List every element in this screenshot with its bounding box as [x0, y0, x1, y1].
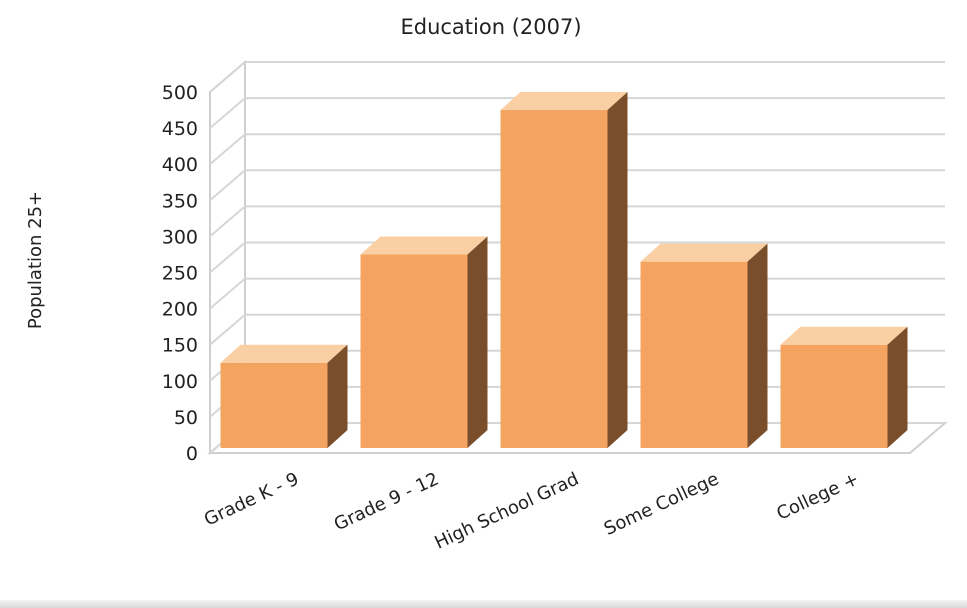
bar-top [780, 326, 908, 345]
y-tick-label: 500 [162, 82, 198, 104]
bar [640, 243, 768, 448]
y-tick-label: 50 [174, 407, 198, 429]
x-tick-label: Grade 9 - 12 [331, 468, 442, 535]
bar-front [640, 261, 748, 448]
gridline [209, 61, 945, 93]
bottom-scroll-strip [0, 600, 967, 608]
bar-side [327, 344, 348, 448]
gridline [209, 133, 945, 165]
bar-side [887, 326, 908, 448]
bar-front [500, 110, 608, 449]
bar-side [747, 243, 768, 448]
y-axis-label: Population 25+ [25, 191, 46, 329]
x-tick-label: Some College [601, 468, 722, 539]
bar-front [360, 254, 468, 448]
chart-bars [220, 92, 908, 449]
gridline [209, 97, 945, 129]
gridline [209, 169, 945, 202]
x-tick-label: Grade K - 9 [201, 468, 302, 530]
bar [500, 92, 628, 449]
gridline [209, 205, 945, 238]
chart-title: Education (2007) [400, 15, 581, 39]
y-tick-label: 350 [162, 190, 198, 212]
bar-top [500, 92, 628, 111]
bar [780, 326, 908, 448]
bar-side [467, 236, 488, 448]
y-axis-ticks: 0 50 100 150 200 250 300 350 400 450 500 [162, 82, 198, 465]
bar [360, 236, 488, 448]
y-tick-label: 250 [162, 263, 198, 285]
gridline [209, 241, 945, 274]
y-tick-label: 0 [186, 443, 198, 465]
bar-top [640, 243, 768, 262]
bar [220, 344, 348, 448]
y-tick-label: 150 [162, 335, 198, 357]
y-tick-label: 300 [162, 226, 198, 248]
bar-front [780, 344, 888, 448]
x-tick-label: High School Grad [432, 468, 583, 553]
y-tick-label: 400 [162, 154, 198, 176]
bar-side [607, 92, 628, 449]
y-tick-label: 100 [162, 371, 198, 393]
x-tick-label: College + [774, 468, 863, 524]
y-tick-label: 450 [162, 118, 198, 140]
bar-front [220, 362, 328, 448]
bar-top [220, 344, 348, 363]
y-tick-label: 200 [162, 299, 198, 321]
bar-top [360, 236, 488, 255]
